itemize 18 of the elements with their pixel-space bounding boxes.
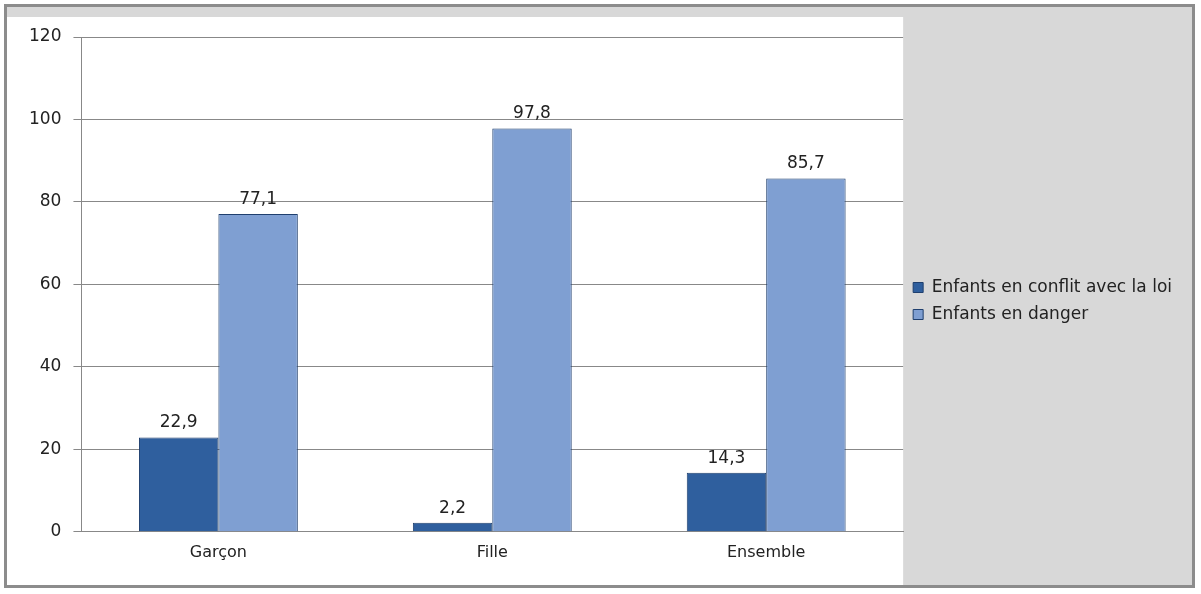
y-tick-label: 120 — [28, 25, 62, 46]
data-label: 22,9 — [159, 411, 198, 432]
data-label: 77,1 — [239, 187, 278, 208]
y-tick-label: 40 — [39, 355, 62, 376]
x-tick-label: Fille — [476, 541, 508, 561]
y-tick-label: 80 — [39, 190, 62, 211]
legend-label: Enfants en conflit avec la loi — [931, 275, 1172, 296]
y-tick-label: 20 — [39, 437, 62, 458]
y-tick-label: 60 — [39, 272, 62, 293]
y-tick-label: 100 — [28, 107, 62, 128]
data-label: 2,2 — [439, 496, 467, 517]
y-tick-label: 0 — [50, 520, 62, 541]
x-tick-label: Ensemble — [726, 541, 806, 561]
x-tick-label: Garçon — [189, 541, 247, 561]
data-label: 97,8 — [513, 102, 551, 123]
legend-label: Enfants en danger — [931, 302, 1089, 323]
data-label: 14,3 — [707, 446, 746, 467]
data-label: 85,7 — [786, 152, 825, 173]
